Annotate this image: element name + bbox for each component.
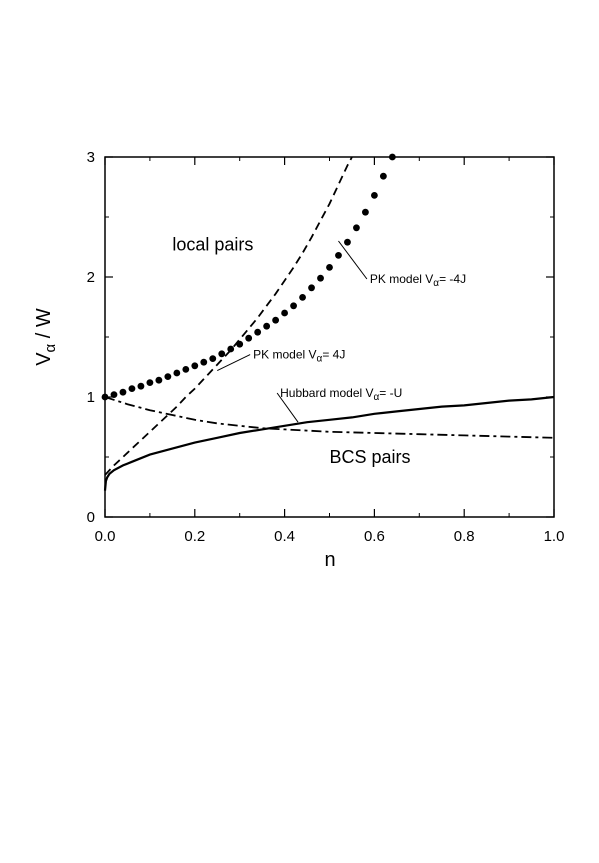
series-dot-point <box>299 294 306 301</box>
y-tick-label: 3 <box>87 149 95 166</box>
series-dot-point <box>379 172 387 180</box>
series-dot-point <box>362 208 369 216</box>
axis-ticks: 0.0 0.2 0.4 0.6 0.8 1.0 0 1 2 3 <box>87 149 565 545</box>
annotation-label: Hubbard model Vα= -U <box>280 386 402 403</box>
annotation-label: PK model Vα= -4J <box>370 272 466 289</box>
series-dot-point <box>335 252 342 259</box>
series-dot-point <box>155 376 163 384</box>
region-label: BCS pairs <box>330 447 411 467</box>
series-dot-point <box>317 274 324 282</box>
series-dot-point <box>209 355 217 362</box>
y-tick-label: 1 <box>87 389 95 406</box>
series-dot-point <box>281 309 288 317</box>
x-tick-label: 0.2 <box>184 528 205 545</box>
y-tick-label: 2 <box>87 269 95 286</box>
series-dot-point <box>371 192 378 199</box>
x-tick-label: 0.6 <box>364 528 385 545</box>
series-layer <box>101 153 555 491</box>
annotation-leader <box>217 354 251 372</box>
x-axis-label: n <box>324 549 335 571</box>
y-tick-label: 0 <box>87 509 95 526</box>
x-tick-label: 0.8 <box>454 528 475 545</box>
y-axis-label-rest: / W <box>33 308 55 344</box>
series-dot-point <box>200 358 208 366</box>
annotation-leader <box>276 392 299 423</box>
series-dot-point <box>353 224 360 232</box>
x-tick-label: 0.0 <box>95 528 116 545</box>
series-dot-point <box>263 322 271 330</box>
series-dot-point <box>164 373 172 380</box>
series-dot-point <box>254 328 262 336</box>
series-dot-point <box>290 302 297 310</box>
series-dot-point <box>308 284 315 292</box>
annotation-leader <box>338 240 368 280</box>
series-dot-point <box>272 316 280 324</box>
y-axis-label: Vα / W <box>33 308 59 366</box>
labels-layer: local pairs BCS pairs PK model Vα= -4J PK m… <box>172 235 466 467</box>
y-axis-label-base: V <box>33 352 55 366</box>
y-axis-label-sub: α <box>42 343 59 352</box>
series-dot-point <box>119 388 127 396</box>
series-dot-point <box>128 385 136 392</box>
annotation-label: PK model Vα= 4J <box>253 348 345 365</box>
series-dot-point <box>388 153 396 161</box>
series-line-dashed <box>104 156 353 476</box>
x-tick-label: 1.0 <box>544 528 565 545</box>
series-dot-point <box>146 379 154 386</box>
series-dot-point <box>326 264 333 271</box>
series-line-solid <box>103 395 555 491</box>
series-dot-point <box>218 350 226 358</box>
series-dot-point <box>182 366 190 373</box>
series-dot-point <box>344 238 351 246</box>
series-dot-point <box>173 369 181 377</box>
series-dot-point <box>191 362 199 370</box>
region-label: local pairs <box>172 235 253 255</box>
series-dot-point <box>110 391 118 398</box>
series-dot-point <box>137 382 145 390</box>
x-tick-label: 0.4 <box>274 528 295 545</box>
series-dot-point <box>245 334 253 342</box>
series-line-dashdot <box>104 396 555 439</box>
